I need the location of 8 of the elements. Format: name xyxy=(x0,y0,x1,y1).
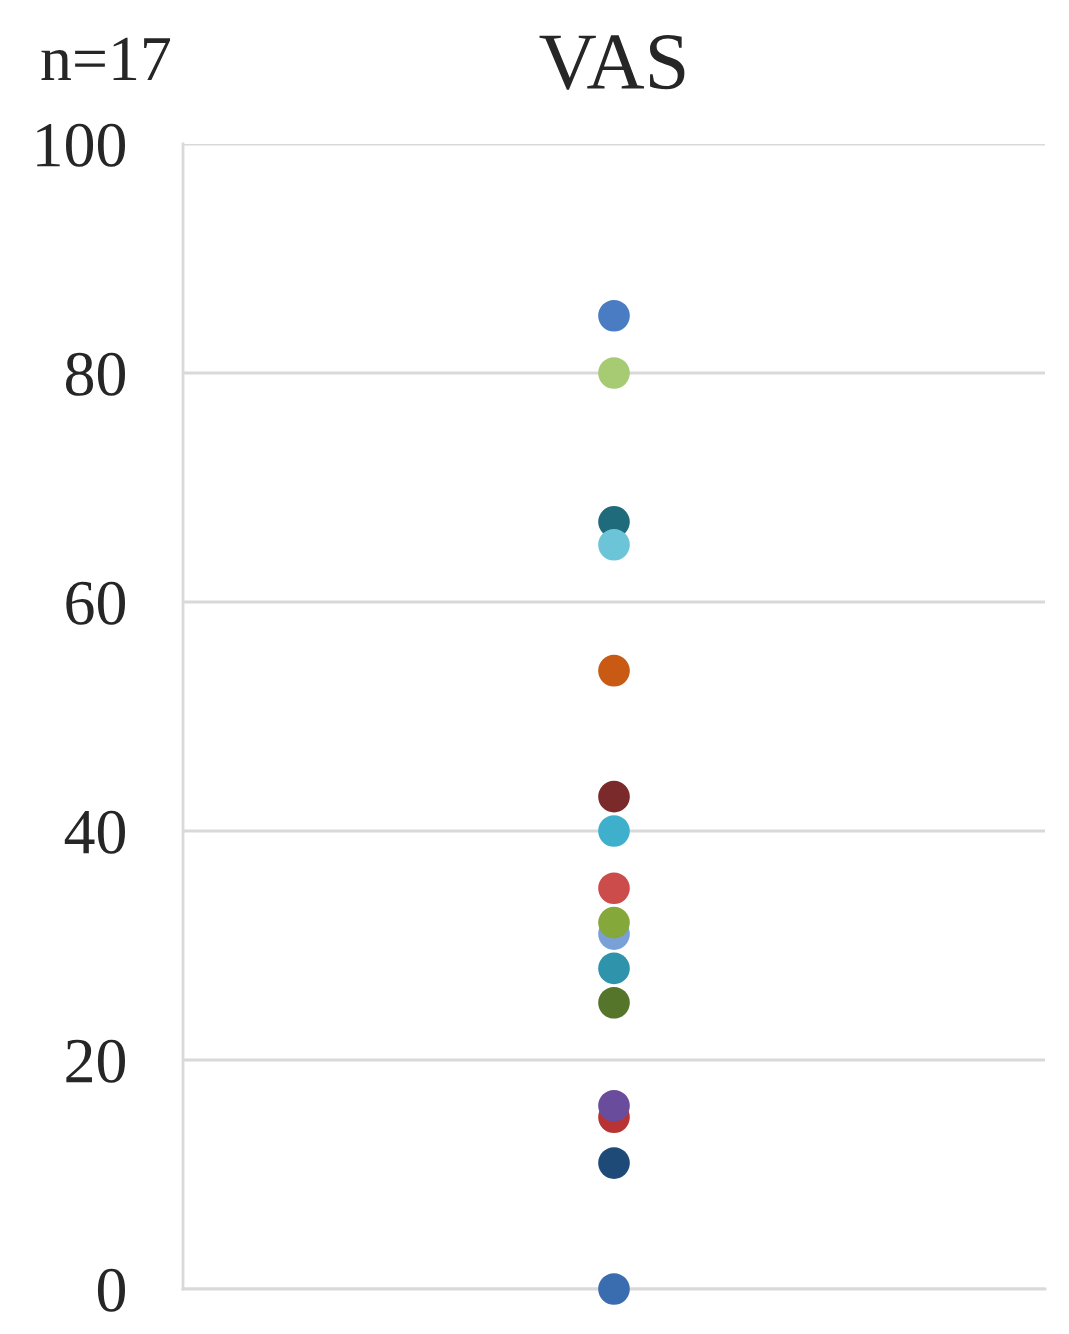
y-tick-label: 0 xyxy=(97,1268,126,1312)
y-tick-label: 40 xyxy=(64,810,126,854)
chart-title: VAS xyxy=(539,35,685,90)
text: n=17 xyxy=(41,37,171,80)
y-tick-label: 100 xyxy=(37,123,126,167)
y-tick-label: 60 xyxy=(66,581,126,625)
y-tick-label: 80 xyxy=(65,352,126,396)
y-tick-label: 20 xyxy=(66,1039,126,1083)
